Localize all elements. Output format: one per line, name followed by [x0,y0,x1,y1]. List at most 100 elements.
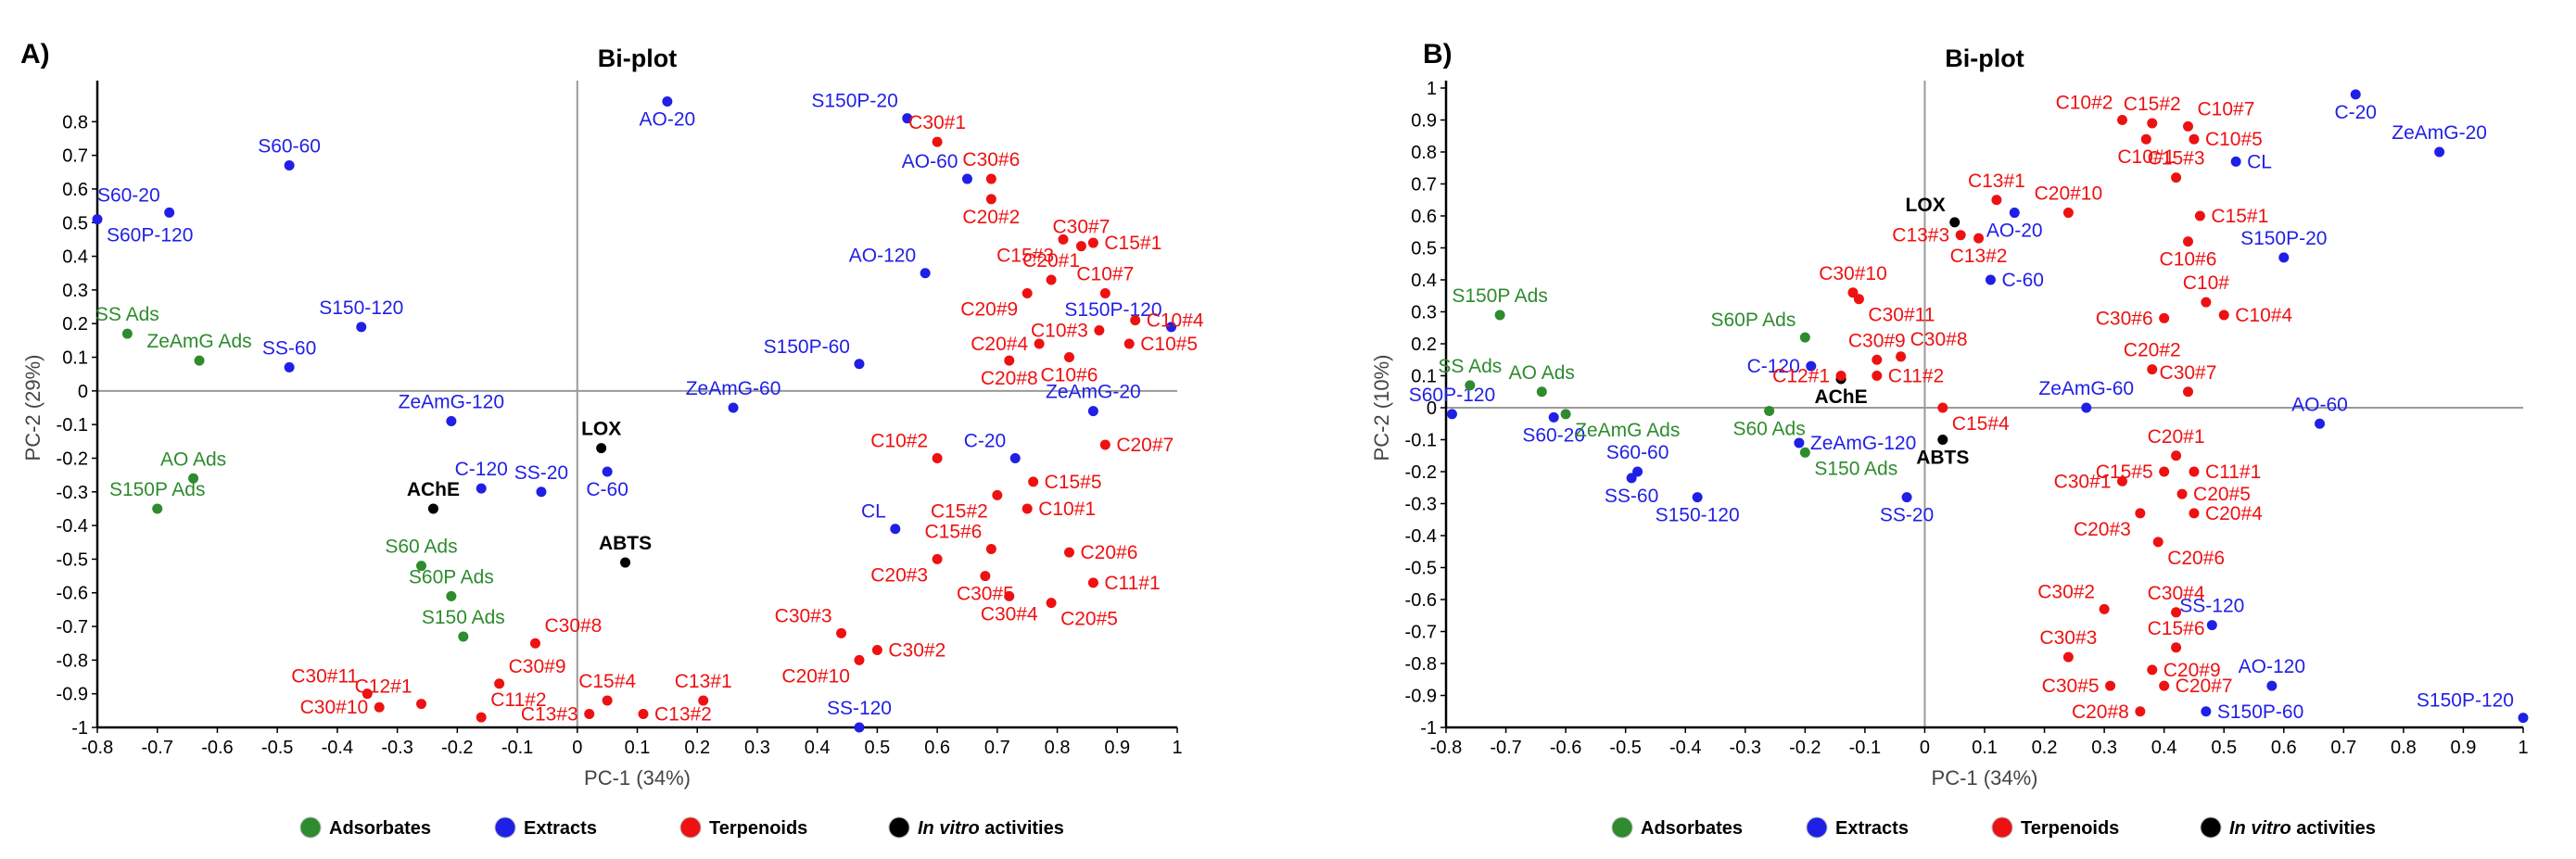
point-c15-4 [1937,402,1948,413]
point-c11-2 [1872,371,1883,381]
point-label-s60p-120: S60P-120 [1409,385,1495,406]
point-c10-2 [2116,115,2127,125]
point-label-c20-5: C20#5 [1060,609,1118,630]
point-label-c-20: C-20 [2334,102,2377,123]
point-c15-6 [2171,642,2182,653]
point-label-c20-3: C20#3 [870,564,928,586]
point-ss-ads [121,328,133,339]
point-cl [890,524,901,535]
point-zeamg-60 [728,402,739,413]
point-c20-5 [2176,488,2188,499]
chart-title: Bi-plot [1945,44,2024,72]
point-label-s60-60: S60-60 [258,136,321,158]
x-tick-label: 0.5 [864,738,890,758]
point-c10-6 [1064,352,1074,363]
point-label-c30-3: C30#3 [2039,627,2097,649]
x-tick-label: 1 [2518,738,2528,758]
point-label-s150-ads: S150 Ads [1814,458,1897,479]
point-label-c30-1: C30#1 [908,112,966,133]
point-zeamg-120 [1794,437,1805,448]
point-label-c30-7: C30#7 [1052,217,1110,238]
point-label-c20-10: C20#10 [781,665,850,687]
point-ss-20 [536,486,547,498]
point-c13-1 [1991,195,2002,206]
point-label-zeamg-60: ZeAmG-60 [2038,378,2134,399]
point-c20-9 [2147,664,2158,676]
point-ss-60 [284,361,295,373]
point-label-c10-6: C10#6 [1041,365,1098,386]
x-tick-label: -0.6 [201,738,233,758]
point-label-ao-ads: AO Ads [1509,362,1575,384]
legend-marker-extracts [1806,816,1828,839]
point-c30-9 [494,678,505,689]
point-label-ss-120: SS-120 [2179,596,2244,617]
y-tick-label: -0.1 [1405,431,1437,451]
point-label-s150p-120: S150P-120 [2417,690,2514,712]
panel-letter: B) [1423,39,1453,69]
point-c15-2 [2147,118,2158,129]
point-label-c15-5: C15#5 [2096,461,2153,483]
point-c11-1 [1087,577,1098,588]
point-label-c30-6: C30#6 [2096,308,2153,329]
point-c10-7 [2182,120,2193,132]
point-label-s150p-ads: S150P Ads [1452,285,1548,307]
point-label-c30-1: C30#1 [2054,471,2112,492]
y-tick-label: 0.5 [1411,239,1437,259]
point-c13-1 [698,695,709,706]
x-tick-label: -0.7 [141,738,172,758]
point-label-s60-60: S60-60 [1606,442,1669,463]
y-tick-label: -0.6 [1405,590,1437,611]
y-axis-label: PC-2 (10%) [1370,355,1393,461]
point-label-c20-9: C20#9 [960,299,1018,321]
y-tick-label: -0.9 [57,685,88,705]
point-c30-9 [1872,354,1883,365]
x-tick-label: 0.2 [684,738,710,758]
point-c30-11 [1853,294,1864,305]
x-tick-label: -0.5 [1609,738,1641,758]
point-s150-ads [458,631,469,642]
point-label-c30-8: C30#8 [544,615,602,637]
y-tick-label: -0.5 [57,550,88,570]
point-label-zeamg-20: ZeAmG-20 [1046,382,1141,403]
point-label-c30-4: C30#4 [2148,583,2205,604]
point-label-c20-6: C20#6 [1081,542,1138,563]
point-lox [1949,217,1961,228]
point-c12-1 [416,699,426,710]
point-label-c15-2: C15#2 [931,500,988,522]
y-tick-label: -0.4 [1405,526,1437,547]
point-label-c15-6: C15#6 [2148,618,2205,639]
y-tick-label: 0 [1427,398,1437,419]
chart-title: Bi-plot [598,44,677,72]
y-tick-label: 0.3 [1411,303,1437,323]
point-label-c13-1: C13#1 [675,671,732,692]
x-tick-label: -0.8 [82,738,113,758]
point-c15-5 [2159,466,2170,477]
point-label-c10-1: C10#1 [1038,499,1096,520]
legend-label-adsorbates: Adsorbates [1641,818,1743,839]
point-c13-3 [584,708,595,719]
point-label-c30-11: C30#11 [1868,305,1935,326]
x-tick-label: 1 [1172,738,1182,758]
point-c20-8 [2135,706,2146,717]
point-label-zeamg-ads: ZeAmG Ads [1575,420,1680,441]
point-c20-5 [1046,598,1057,609]
point-c30-2 [871,644,882,655]
point-ss-120 [2206,620,2217,631]
y-tick-label: -0.7 [1405,623,1437,643]
x-tick-label: -0.3 [381,738,412,758]
point-label-s150p-60: S150P-60 [764,336,850,358]
x-tick-label: -0.7 [1490,738,1521,758]
point-label-abts: ABTS [1916,448,1969,469]
point-label-c20-2: C20#2 [962,207,1020,228]
point-label-c-20: C-20 [964,430,1007,451]
point-label-c20-3: C20#3 [2074,519,2131,540]
y-tick-label: -0.1 [57,415,88,436]
point-label-c10-6: C10#6 [2160,249,2217,271]
point-c20-1 [2171,450,2182,461]
point-lox [596,443,607,454]
y-tick-label: 0.3 [62,281,88,301]
point-label-c20-7: C20#7 [1116,435,1174,456]
point-label-zeamg-120: ZeAmG-120 [1810,433,1916,454]
point-s150-120 [356,322,367,333]
point-label-ss-60: SS-60 [262,337,316,359]
